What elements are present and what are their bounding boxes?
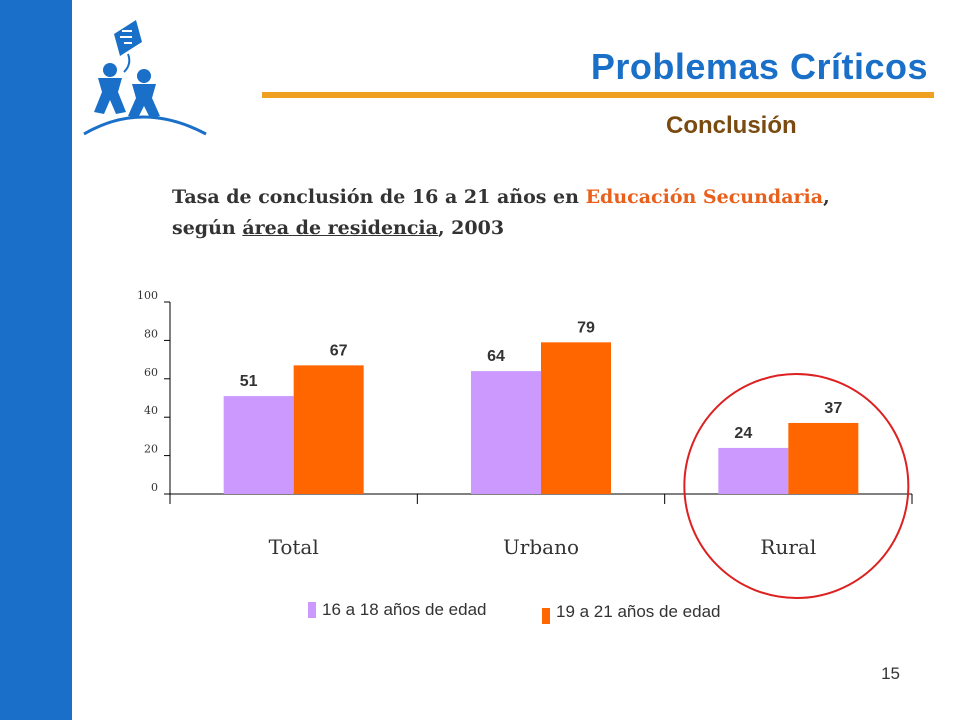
sidebar-band xyxy=(0,0,72,720)
data-label: 79 xyxy=(577,319,595,336)
legend-item-series-2: 19 a 21 años de edad xyxy=(542,600,720,624)
y-tick-label: 20 xyxy=(144,443,158,456)
y-tick-label: 100 xyxy=(137,289,158,302)
category-label: Rural xyxy=(760,535,816,559)
children-kite-logo-icon xyxy=(83,20,207,136)
heading-text-2: , xyxy=(823,186,830,208)
y-tick-label: 60 xyxy=(144,366,158,379)
heading-highlight: Educación Secundaria xyxy=(585,186,824,208)
bar-rural-series-2 xyxy=(788,422,859,494)
bar-urbano-series-2 xyxy=(541,342,611,494)
legend-label-series-1: 16 a 18 años de edad xyxy=(322,600,487,619)
data-label: 51 xyxy=(240,373,258,390)
slide-title: Problemas Críticos xyxy=(590,46,928,87)
y-tick-label: 0 xyxy=(151,481,158,494)
data-label: 64 xyxy=(487,348,505,365)
legend-item-series-1: 16 a 18 años de edad xyxy=(308,600,486,620)
bar-total-series-1 xyxy=(223,396,294,494)
category-label: Urbano xyxy=(503,535,579,559)
bar-total-series-2 xyxy=(293,365,364,494)
y-tick-label: 40 xyxy=(144,404,158,417)
data-label: 67 xyxy=(330,342,348,359)
data-label: 24 xyxy=(734,425,752,442)
heading-underlined: área de residencia xyxy=(242,217,438,239)
data-label: 37 xyxy=(824,400,842,417)
bar-rural-series-1 xyxy=(718,447,789,494)
legend-label-series-2: 19 a 21 años de edad xyxy=(556,602,721,621)
heading-text-3: según xyxy=(172,217,243,239)
bar-urbano-series-1 xyxy=(471,371,541,494)
page-number: 15 xyxy=(881,664,900,683)
category-label: Total xyxy=(269,535,319,559)
y-tick-label: 80 xyxy=(144,327,158,340)
legend-swatch-series-2 xyxy=(542,608,550,624)
chart-heading: Tasa de conclusión de 16 a 21 años en Ed… xyxy=(172,182,932,244)
legend-swatch-series-1 xyxy=(308,602,316,618)
title-rule xyxy=(262,92,934,98)
highlight-circle xyxy=(683,373,910,599)
heading-text-1: Tasa de conclusión de 16 a 21 años en xyxy=(172,186,586,208)
heading-text-4: , 2003 xyxy=(437,217,505,239)
slide-subtitle: Conclusión xyxy=(666,112,797,139)
